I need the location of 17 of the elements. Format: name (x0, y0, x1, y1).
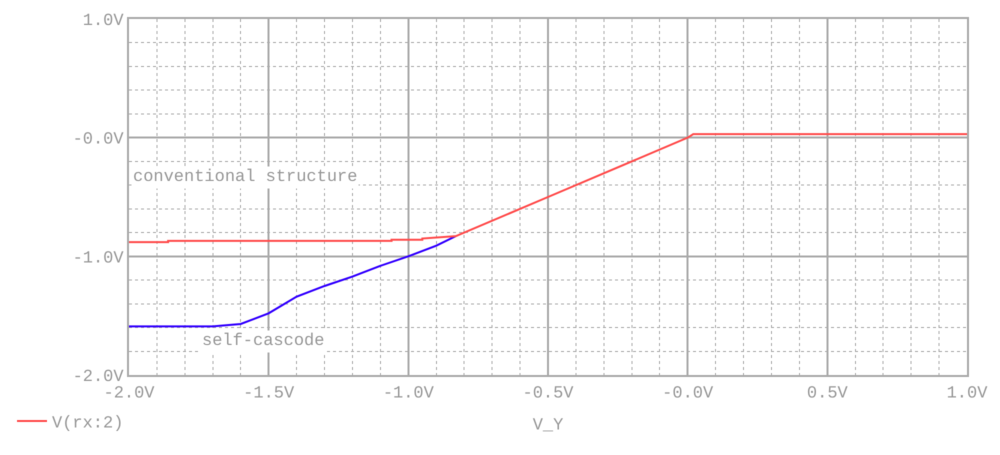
legend-label: V(rx:2) (52, 414, 124, 434)
x-tick-label: -1.5V (243, 384, 295, 404)
x-tick-label: 1.0V (946, 384, 988, 404)
y-tick-label: -1.0V (72, 249, 124, 268)
x-axis-title: V_Y (532, 416, 564, 436)
x-tick-label: 0.5V (806, 384, 849, 404)
line-series (129, 133, 967, 244)
annotation: conventional structure (133, 168, 358, 187)
y-tick-label: -0.0V (72, 130, 124, 150)
annotation: self-cascode (202, 332, 324, 351)
y-tick-label: 1.0V (82, 12, 124, 31)
x-tick-label: -2.0V (103, 384, 156, 404)
x-tick-label: -1.0V (382, 384, 435, 404)
y-tick-label: -2.0V (72, 368, 124, 387)
x-tick-label: -0.5V (522, 384, 574, 404)
x-tick-label: -0.0V (662, 384, 714, 404)
line-series (129, 235, 457, 328)
